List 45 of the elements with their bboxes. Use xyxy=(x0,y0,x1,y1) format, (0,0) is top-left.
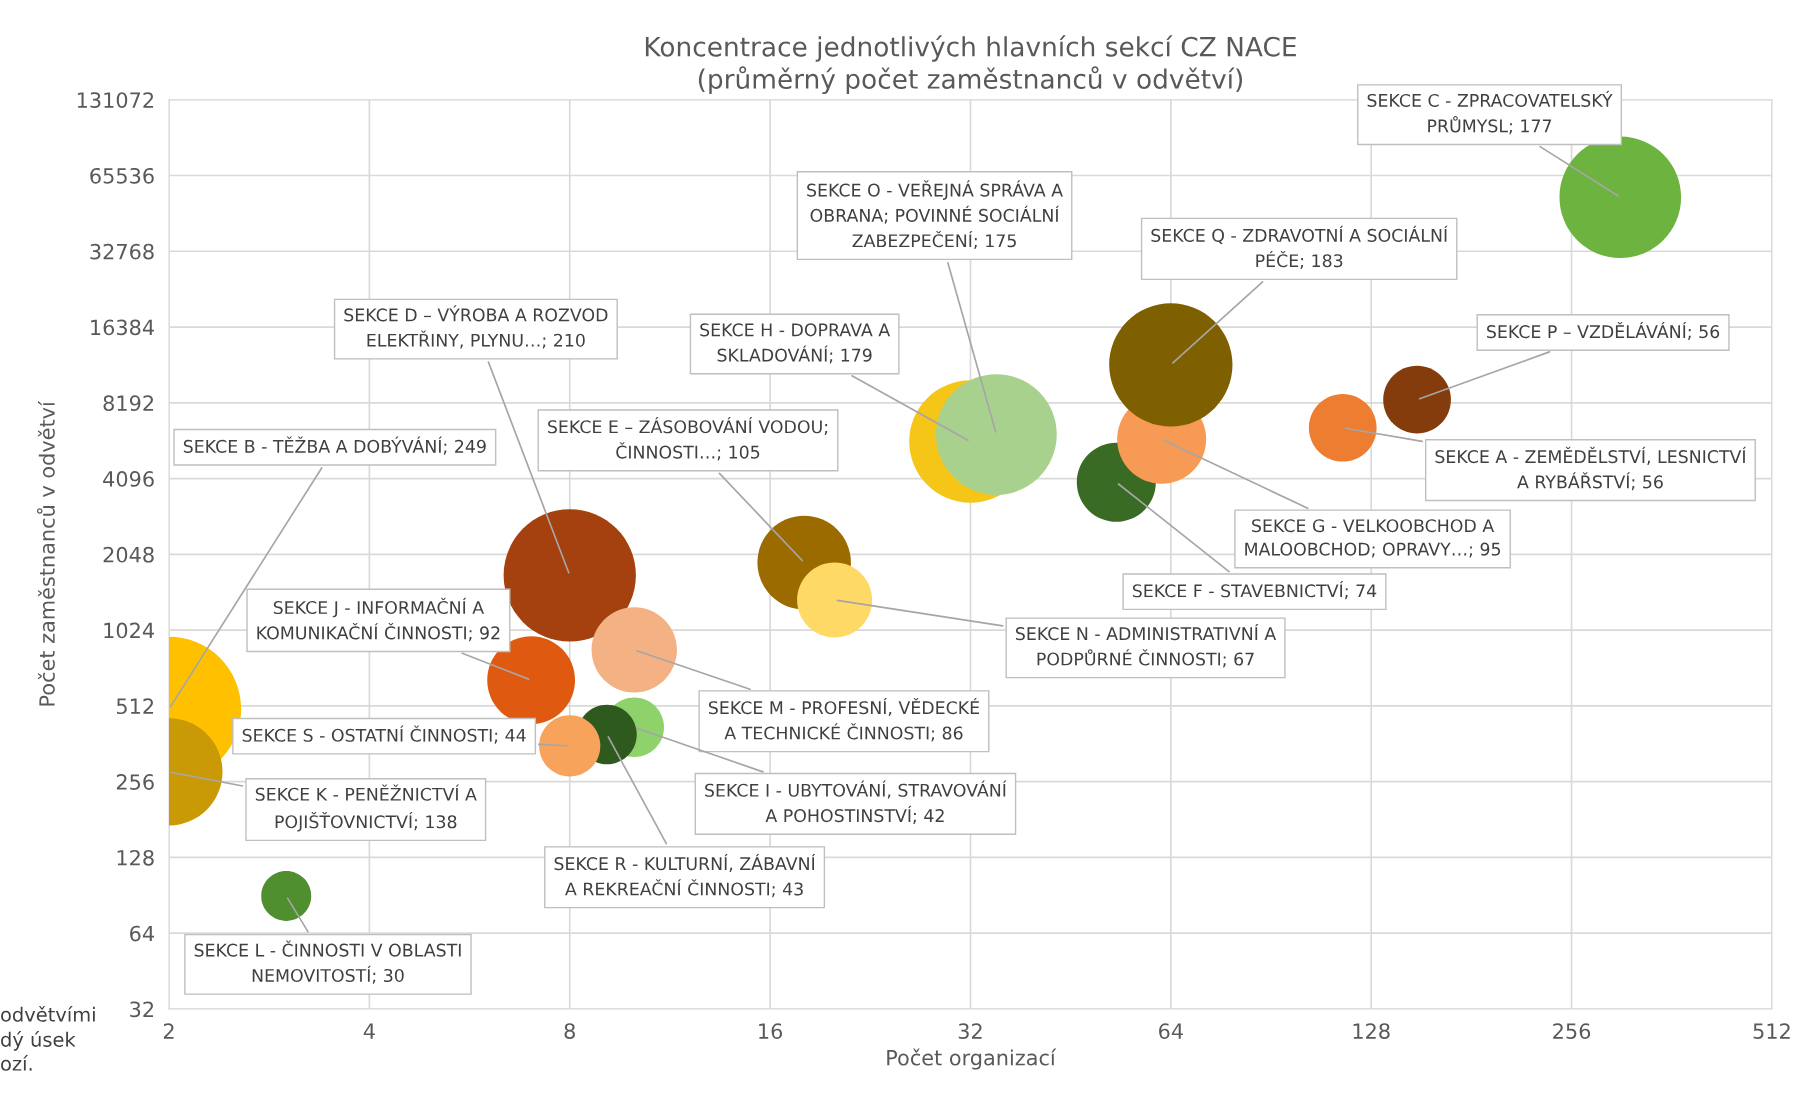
y-tick-label: 8192 xyxy=(103,395,154,412)
y-tick-label: 32 xyxy=(130,1001,154,1018)
y-tick-label: 2048 xyxy=(103,546,154,563)
x-tick-label: 2 xyxy=(163,1023,174,1039)
annotation: SEKCE L - ČINNOSTI V OBLASTI NEMOVITOSTÍ; 30 xyxy=(194,940,461,984)
annotation: SEKCE M - PROFESNÍ, VĚDECKÉ A TECHNICKÉ ČINNOSTI; 86 xyxy=(708,697,979,742)
y-tick-label: 64 xyxy=(130,925,154,942)
annotation: SEKCE O - VEŘEJNÁ SPRÁVA A OBRANA; POVINNÉ SOCIÁLNÍ ZABEZPEČENÍ; 175 xyxy=(807,180,1063,250)
annotation: SEKCE D – VÝROBA A ROZVOD ELEKTŘINY, PLYNU…; 210 xyxy=(344,305,608,349)
y-tick-label: 32768 xyxy=(90,243,154,260)
y-tick-label: 128 xyxy=(117,849,154,866)
annotation: SEKCE Q - ZDRAVOTNÍ A SOCIÁLNÍ PÉČE; 183 xyxy=(1151,225,1448,270)
annotation: SEKCE R - KULTURNÍ, ZÁBAVNÍ A REKREAČNÍ ČINNOSTI; 43 xyxy=(554,853,816,898)
y-axis-title: Počet zaměstnanců v odvětví xyxy=(36,400,55,706)
y-tick-label: 131072 xyxy=(77,92,154,108)
y-tick-label: 512 xyxy=(116,698,154,715)
x-tick-label: 32 xyxy=(958,1023,982,1039)
x-tick-label: 16 xyxy=(759,1023,783,1039)
annotation: SEKCE A - ZEMĚDĚLSTVÍ, LESNICTVÍ A RYBÁŘSTVÍ; 56 xyxy=(1435,446,1747,491)
annotation: SEKCE J - INFORMAČNÍ A KOMUNIKAČNÍ ČINNOSTI; 92 xyxy=(257,597,500,642)
annotation: SEKCE B - TĚŽBA A DOBÝVÁNÍ; 249 xyxy=(183,436,486,455)
annotation: SEKCE H - DOPRAVA A SKLADOVÁNÍ; 179 xyxy=(700,323,891,364)
y-tick-label: 256 xyxy=(116,774,154,790)
annotation: SEKCE G - VELKOOBCHOD A MALOOBCHOD; OPRAVY…; 95 xyxy=(1245,519,1501,558)
x-axis-title: Počet organizací xyxy=(887,1048,1057,1070)
annotation: SEKCE E – ZÁSOBOVÁNÍ VODOU; ČINNOSTI…; 105 xyxy=(548,417,828,461)
annotation: SEKCE C - ZPRACOVATELSKÝ PRŮMYSL; 177 xyxy=(1367,90,1613,135)
y-tick-label: 1024 xyxy=(104,622,154,639)
y-tick-label: 4096 xyxy=(103,471,154,487)
y-tick-label: 16384 xyxy=(91,319,154,336)
x-tick-label: 4 xyxy=(363,1023,375,1039)
x-tick-label: 256 xyxy=(1553,1023,1591,1039)
annotation: SEKCE N - ADMINISTRATIVNÍ A PODPŮRNÉ ČINNOSTI; 67 xyxy=(1015,623,1277,668)
annotation: SEKCE F - STAVEBNICTVÍ; 74 xyxy=(1132,581,1377,600)
x-tick-label: 128 xyxy=(1353,1023,1390,1039)
text: odvětvími dý úsek ozí. xyxy=(1,1006,95,1071)
annotation: SEKCE I - UBYTOVÁNÍ, STRAVOVÁNÍ A POHOSTINSTVÍ; 42 xyxy=(705,780,1007,824)
chart-title: Koncentrace jednotlivých hlavních sekcí CZ NACE (průměrný počet zaměstnanců v odvětví) xyxy=(645,35,1296,95)
x-tick-label: 8 xyxy=(564,1023,575,1039)
annotation: SEKCE S - OSTATNÍ ČINNOSTI; 44 xyxy=(242,725,526,744)
annotation: SEKCE P – VZDĚLÁVÁNÍ; 56 xyxy=(1487,321,1720,340)
x-tick-label: 64 xyxy=(1159,1023,1183,1039)
x-tick-label: 512 xyxy=(1753,1023,1790,1039)
annotation: SEKCE K - PENĚŽNICTVÍ A POJIŠŤOVNICTVÍ; 138 xyxy=(255,784,477,832)
y-tick-label: 65536 xyxy=(90,167,154,184)
